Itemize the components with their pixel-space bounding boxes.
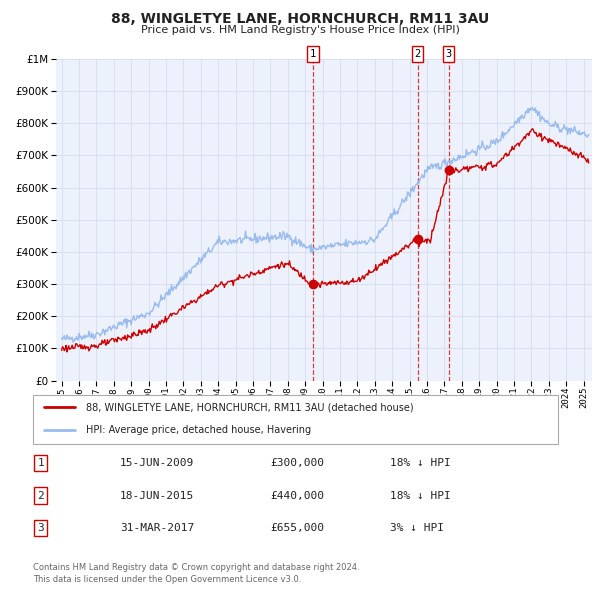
Text: 3: 3	[37, 523, 44, 533]
Text: 18% ↓ HPI: 18% ↓ HPI	[390, 458, 451, 468]
Text: 18% ↓ HPI: 18% ↓ HPI	[390, 491, 451, 500]
Text: 88, WINGLETYE LANE, HORNCHURCH, RM11 3AU: 88, WINGLETYE LANE, HORNCHURCH, RM11 3AU	[111, 12, 489, 26]
Text: This data is licensed under the Open Government Licence v3.0.: This data is licensed under the Open Gov…	[33, 575, 301, 584]
Text: £655,000: £655,000	[270, 523, 324, 533]
Text: Price paid vs. HM Land Registry's House Price Index (HPI): Price paid vs. HM Land Registry's House …	[140, 25, 460, 35]
Text: 88, WINGLETYE LANE, HORNCHURCH, RM11 3AU (detached house): 88, WINGLETYE LANE, HORNCHURCH, RM11 3AU…	[86, 402, 413, 412]
Text: HPI: Average price, detached house, Havering: HPI: Average price, detached house, Have…	[86, 425, 311, 435]
Text: £440,000: £440,000	[270, 491, 324, 500]
Text: £300,000: £300,000	[270, 458, 324, 468]
Text: 31-MAR-2017: 31-MAR-2017	[120, 523, 194, 533]
Text: 18-JUN-2015: 18-JUN-2015	[120, 491, 194, 500]
Text: 1: 1	[37, 458, 44, 468]
Text: 3% ↓ HPI: 3% ↓ HPI	[390, 523, 444, 533]
Text: 3: 3	[446, 49, 452, 59]
Text: Contains HM Land Registry data © Crown copyright and database right 2024.: Contains HM Land Registry data © Crown c…	[33, 563, 359, 572]
Text: 1: 1	[310, 49, 316, 59]
Text: 2: 2	[37, 491, 44, 500]
Text: 2: 2	[415, 49, 421, 59]
Text: 15-JUN-2009: 15-JUN-2009	[120, 458, 194, 468]
